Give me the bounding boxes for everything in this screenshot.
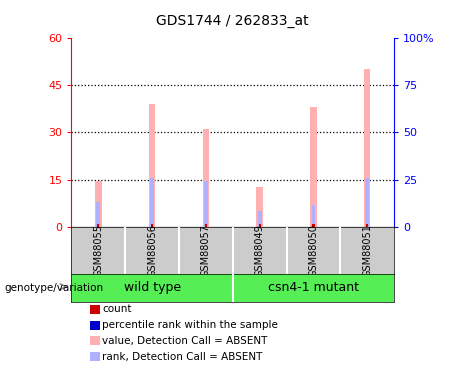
Bar [258,211,261,227]
Bar [313,224,314,227]
Bar [256,188,263,227]
Bar [366,224,368,227]
Text: GSM88051: GSM88051 [362,224,372,277]
Text: genotype/variation: genotype/variation [5,283,104,293]
Text: GSM88050: GSM88050 [308,224,319,277]
Bar [97,224,100,227]
Text: percentile rank within the sample: percentile rank within the sample [102,320,278,330]
Text: GSM88056: GSM88056 [147,224,157,277]
Bar [95,181,101,227]
Bar [149,104,155,227]
Bar [310,107,317,227]
Bar [150,178,154,227]
Text: count: count [102,304,132,314]
Text: GSM88049: GSM88049 [254,224,265,277]
Bar [259,224,261,227]
Bar [203,129,209,227]
Bar [204,181,208,227]
Bar [366,178,369,227]
Bar [151,224,153,227]
Text: rank, Detection Call = ABSENT: rank, Detection Call = ABSENT [102,352,263,362]
Text: GDS1744 / 262833_at: GDS1744 / 262833_at [156,14,309,28]
Text: csn4-1 mutant: csn4-1 mutant [268,281,359,294]
Text: wild type: wild type [124,281,181,294]
Text: GSM88057: GSM88057 [201,224,211,277]
Bar [312,205,315,227]
Bar [96,202,100,227]
Bar [205,224,207,227]
Text: value, Detection Call = ABSENT: value, Detection Call = ABSENT [102,336,268,346]
Text: GSM88055: GSM88055 [93,224,103,277]
Bar [364,69,371,227]
